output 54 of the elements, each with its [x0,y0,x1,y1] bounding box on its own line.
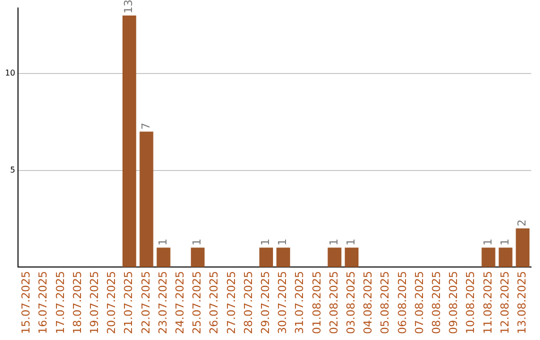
x-tick-label: 07.08.2025 [412,271,426,334]
x-tick-label: 31.07.2025 [293,271,306,334]
bar [259,248,273,268]
x-tick-label: 23.07.2025 [156,271,170,334]
x-tick-label: 12.08.2025 [498,271,512,334]
x-tick-label: 15.07.2025 [20,271,33,334]
x-tick-label: 03.08.2025 [344,271,358,334]
y-tick-label: 10 [4,68,16,78]
x-tick-label: 19.07.2025 [88,271,101,334]
x-tick-label: 25.07.2025 [190,271,204,334]
bar [344,248,358,268]
x-tick-label: 08.08.2025 [430,271,444,334]
x-tick-label: 09.08.2025 [447,271,460,334]
x-tick-label: 04.08.2025 [362,271,375,334]
data-label: 2 [516,219,529,226]
bar [140,132,154,268]
data-label: 7 [139,122,152,130]
x-tick-label: 24.07.2025 [174,271,186,334]
x-tick-label: 01.08.2025 [310,271,324,334]
x-tick-label: 11.08.2025 [481,271,494,334]
x-tick-label: 21.07.2025 [122,271,136,334]
bar [498,248,512,268]
x-tick-label: 02.08.2025 [327,271,340,334]
x-tick-label: 27.07.2025 [224,271,238,334]
data-label: 1 [498,238,512,246]
x-tick-label: 13.08.2025 [516,271,529,334]
x-tick-label: 28.07.2025 [242,271,255,334]
x-tick-label: 06.08.2025 [396,271,409,334]
y-tick-label: 5 [10,165,16,174]
x-tick-label: 16.07.2025 [36,271,50,334]
x-tick-label: 26.07.2025 [208,271,221,334]
data-label: 1 [259,238,272,246]
bar [482,248,496,268]
data-label: 1 [190,238,204,246]
x-tick-label: 22.07.2025 [139,271,152,334]
bar [328,248,342,268]
x-tick-label: 17.07.2025 [54,271,67,334]
data-label: 1 [327,238,340,246]
bar [516,228,530,268]
bar [276,248,290,268]
bar [156,248,170,268]
bar [122,16,136,268]
data-label: 13 [122,0,136,14]
x-tick-label: 05.08.2025 [378,271,392,334]
bar [190,248,205,268]
x-tick-label: 18.07.2025 [70,271,84,334]
data-label: 1 [481,238,494,246]
x-tick-label: 10.08.2025 [464,271,478,334]
data-label: 1 [156,238,170,246]
data-label: 1 [276,238,290,246]
x-tick-label: 30.07.2025 [276,271,290,334]
x-tick-label: 29.07.2025 [259,271,272,334]
data-label: 1 [344,238,358,246]
x-tick-label: 20.07.2025 [105,271,118,334]
